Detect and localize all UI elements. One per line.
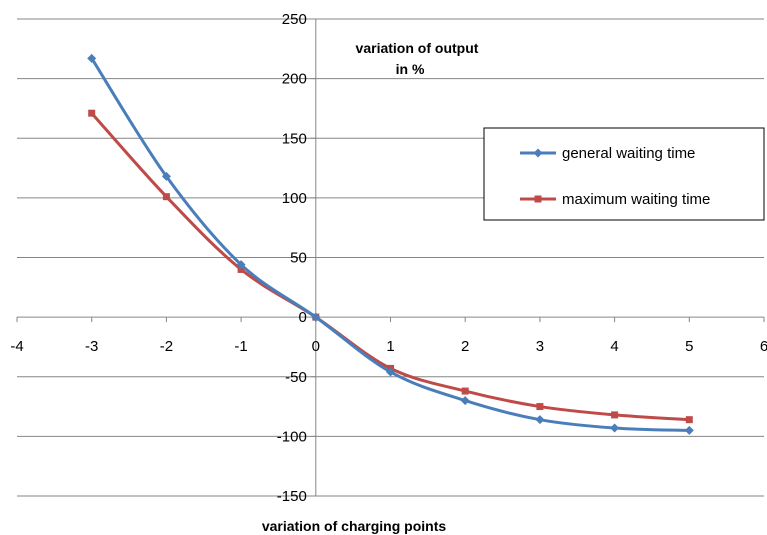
legend-label-maximum-waiting-time: maximum waiting time — [562, 191, 710, 208]
x-tick-label: 0 — [312, 338, 320, 355]
point-maximum-waiting-time — [162, 193, 170, 201]
x-tick-label: 4 — [610, 338, 618, 355]
legend-box — [483, 127, 765, 221]
point-general-waiting-time — [161, 171, 171, 181]
point-general-waiting-time — [460, 396, 470, 406]
legend: general waiting time maximum waiting time — [483, 127, 765, 221]
legend-marker-general-waiting-time — [533, 148, 543, 158]
point-maximum-waiting-time — [237, 265, 245, 273]
legend-label-general-waiting-time: general waiting time — [562, 145, 695, 162]
x-tick-labels: -4 -3 -2 -1 0 1 2 3 4 5 6 — [10, 338, 767, 355]
point-maximum-waiting-time — [685, 416, 693, 424]
y-axis-label-line1: variation of output — [356, 40, 479, 56]
line-maximum-waiting-time — [90, 112, 690, 422]
y-tick-label: -100 — [277, 428, 307, 445]
point-maximum-waiting-time — [461, 387, 469, 395]
series-layer — [87, 53, 694, 435]
x-tick-label: -4 — [10, 338, 23, 355]
y-tick-label: 100 — [282, 190, 307, 207]
y-tick-labels: -150 -100 -50 0 50 100 150 200 250 — [277, 11, 307, 505]
point-general-waiting-time — [684, 425, 694, 435]
x-tick-label: 3 — [536, 338, 544, 355]
y-tick-label: -150 — [277, 488, 307, 505]
y-tick-label: 0 — [298, 309, 306, 326]
point-maximum-waiting-time — [611, 411, 619, 419]
point-general-waiting-time — [87, 53, 97, 63]
x-tick-label: -1 — [234, 338, 247, 355]
gridlines — [17, 18, 764, 497]
x-tick-label: 6 — [760, 338, 767, 355]
point-general-waiting-time — [610, 423, 620, 433]
point-general-waiting-time — [386, 367, 395, 377]
y-tick-label: 50 — [290, 250, 307, 267]
x-axis-label: variation of charging points — [262, 518, 447, 534]
y-axis-label-line2: in % — [396, 61, 425, 77]
x-tick-label: 1 — [386, 338, 394, 355]
x-tick-label: 2 — [461, 338, 469, 355]
x-tick-label: -2 — [160, 338, 173, 355]
series-general-waiting-time — [87, 53, 694, 435]
point-general-waiting-time — [236, 260, 246, 270]
y-tick-label: 250 — [282, 11, 307, 28]
legend-marker-maximum-waiting-time — [534, 195, 542, 203]
y-tick-label: -50 — [285, 369, 307, 386]
point-general-waiting-time — [535, 415, 545, 425]
y-tick-label: 150 — [282, 130, 307, 147]
point-maximum-waiting-time — [88, 109, 96, 117]
x-tick-label: 5 — [685, 338, 693, 355]
y-tick-label: 200 — [282, 71, 307, 88]
point-general-waiting-time — [311, 312, 321, 322]
x-tick-label: -3 — [85, 338, 98, 355]
point-maximum-waiting-time — [536, 403, 544, 411]
line-general-waiting-time — [90, 57, 690, 432]
